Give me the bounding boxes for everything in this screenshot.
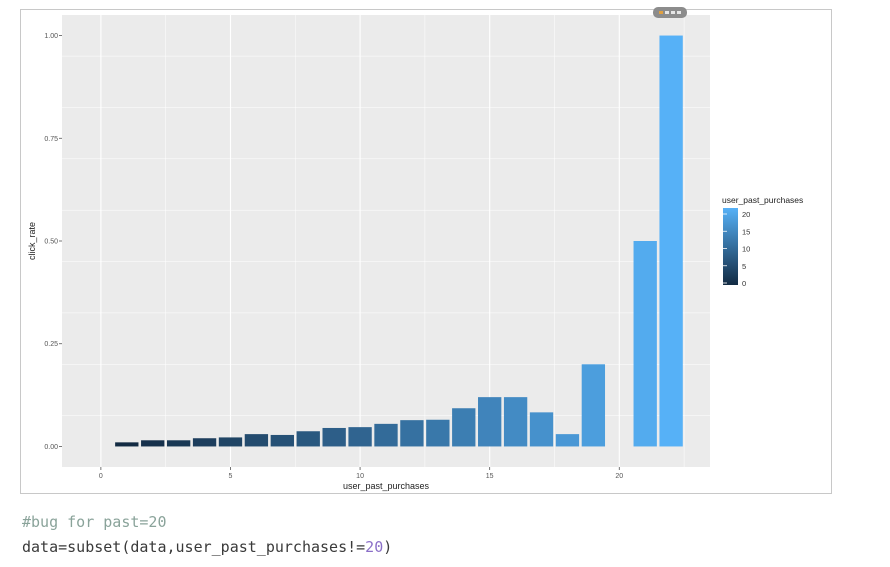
x-tick-label: 0 — [99, 473, 103, 480]
x-tick-label: 20 — [615, 473, 623, 480]
y-tick-label: 0.75 — [44, 136, 58, 143]
bar — [166, 440, 191, 447]
bar-chart: 0.00 0.25 0.50 0.75 1.00 0 5 10 15 20 user_past_… — [27, 15, 803, 491]
x-axis-label: user_past_purchases — [343, 481, 430, 491]
window-badge[interactable] — [653, 7, 687, 18]
legend-labels: 20 15 10 5 0 — [723, 210, 750, 288]
bar — [348, 427, 372, 447]
code-line-prefix: data=subset(data,user_past_purchases!= — [22, 538, 366, 556]
y-tick-label: 0.00 — [44, 444, 58, 451]
bars — [115, 35, 683, 447]
x-axis-ticks: 0 5 10 15 20 — [99, 467, 623, 480]
y-axis-ticks: 0.00 0.25 0.50 0.75 1.00 — [44, 33, 62, 451]
code-line: data=subset(data,user_past_purchases!=20… — [22, 538, 392, 556]
legend-colorbar — [723, 208, 738, 285]
legend: user_past_purchases 20 15 10 5 0 — [722, 195, 803, 288]
x-tick-label: 15 — [486, 473, 494, 480]
bar — [115, 442, 139, 447]
bar — [322, 427, 346, 447]
bar — [503, 397, 528, 447]
bar — [141, 440, 165, 447]
legend-label: 15 — [742, 227, 750, 236]
code-comment: #bug for past=20 — [22, 513, 167, 531]
x-tick-label: 10 — [356, 473, 364, 480]
bar — [452, 408, 476, 447]
bar — [400, 420, 424, 447]
bar — [555, 434, 580, 447]
bar — [529, 412, 554, 447]
y-tick-label: 0.50 — [44, 239, 58, 246]
y-tick-label: 0.25 — [44, 341, 58, 348]
bar — [296, 431, 320, 447]
y-tick-label: 1.00 — [44, 33, 58, 40]
bar — [374, 423, 398, 447]
legend-label: 10 — [742, 245, 750, 254]
bar — [270, 434, 294, 447]
code-line-number: 20 — [365, 538, 384, 556]
bar — [581, 364, 606, 447]
code-line-suffix: ) — [383, 538, 393, 556]
bar — [218, 437, 243, 447]
x-tick-label: 5 — [229, 473, 233, 480]
bar — [633, 241, 657, 447]
bar — [426, 419, 450, 447]
legend-label: 0 — [742, 279, 746, 288]
legend-title: user_past_purchases — [722, 195, 803, 205]
bar — [478, 397, 502, 447]
bar — [192, 438, 217, 447]
bar — [659, 35, 683, 447]
plot-panel — [62, 15, 710, 467]
y-axis-label: click_rate — [27, 222, 37, 260]
legend-label: 20 — [742, 210, 750, 219]
bar — [244, 434, 269, 447]
legend-label: 5 — [742, 262, 746, 271]
